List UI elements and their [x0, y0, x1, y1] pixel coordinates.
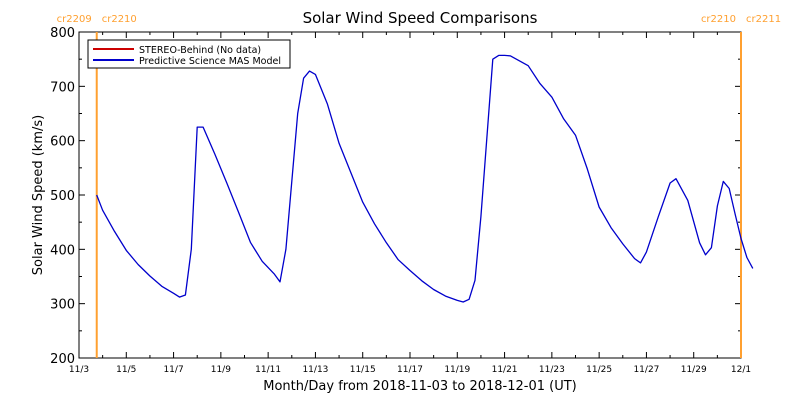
series-line-1: [96, 54, 754, 303]
x-tick-label: 11/19: [444, 365, 470, 375]
legend-label-1: Predictive Science MAS Model: [139, 56, 281, 67]
legend-box: [87, 39, 291, 69]
carrington-label-right: cr2210: [102, 14, 137, 25]
carrington-label-left: cr2210: [701, 14, 736, 25]
y-tick-label: 300: [50, 298, 75, 313]
x-tick-label: 11/27: [633, 365, 659, 375]
x-tick-label: 11/17: [397, 365, 423, 375]
carrington-label-right: cr2211: [746, 14, 781, 25]
x-tick-label: 11/15: [350, 365, 376, 375]
y-tick-label: 200: [50, 352, 75, 367]
x-tick-label: 11/5: [116, 365, 136, 375]
x-tick-label: 11/3: [69, 365, 89, 375]
x-tick-label: 11/21: [492, 365, 518, 375]
y-tick-label: 800: [50, 26, 75, 41]
legend-label-0: STEREO-Behind (No data): [139, 45, 261, 56]
x-tick-label: 11/11: [255, 365, 281, 375]
x-axis-label: Month/Day from 2018-11-03 to 2018-12-01 …: [263, 379, 576, 394]
y-axis-label: Solar Wind Speed (km/s): [31, 115, 46, 275]
x-tick-label: 12/1: [731, 365, 751, 375]
x-tick-label: 11/13: [302, 365, 328, 375]
x-tick-label: 11/23: [539, 365, 565, 375]
y-tick-label: 600: [50, 135, 75, 150]
y-tick-label: 500: [50, 189, 75, 204]
chart-title: Solar Wind Speed Comparisons: [303, 9, 538, 27]
carrington-label-left: cr2209: [57, 14, 92, 25]
x-tick-label: 11/29: [681, 365, 707, 375]
x-tick-label: 11/7: [163, 365, 183, 375]
y-tick-label: 700: [50, 80, 75, 95]
x-tick-label: 11/25: [586, 365, 612, 375]
x-tick-label: 11/9: [211, 365, 231, 375]
plot-frame: [78, 31, 742, 359]
y-tick-label: 400: [50, 243, 75, 258]
